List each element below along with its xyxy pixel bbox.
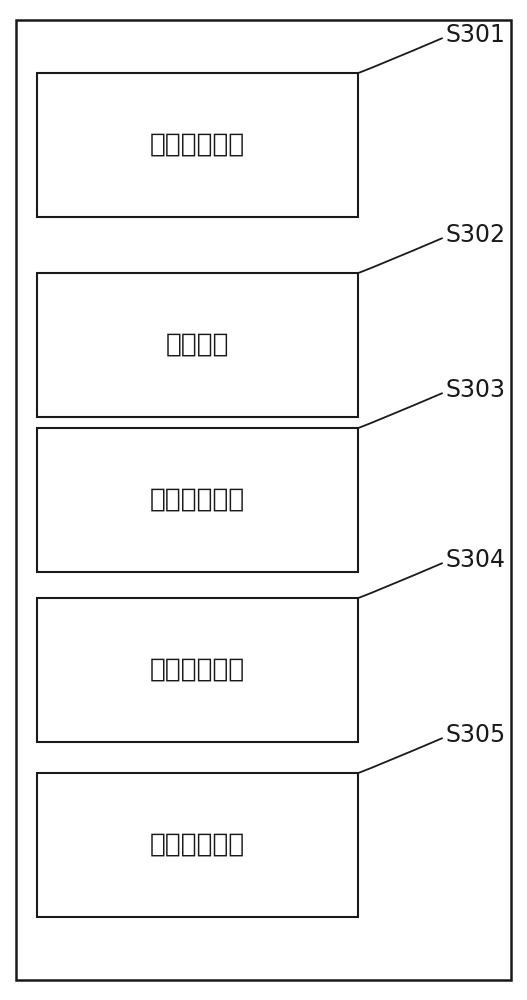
Text: S305: S305 bbox=[445, 723, 505, 747]
Text: S301: S301 bbox=[445, 23, 505, 47]
Text: S302: S302 bbox=[445, 223, 505, 247]
Text: 第一变换模块: 第一变换模块 bbox=[150, 132, 245, 158]
Bar bbox=[37, 273, 358, 417]
Bar bbox=[37, 598, 358, 742]
Text: S304: S304 bbox=[445, 548, 505, 572]
Bar bbox=[37, 73, 358, 217]
Text: S303: S303 bbox=[445, 378, 505, 402]
Bar bbox=[37, 428, 358, 572]
Text: 修正模块: 修正模块 bbox=[166, 332, 229, 358]
Bar bbox=[37, 773, 358, 917]
Text: 第二变换模块: 第二变换模块 bbox=[150, 487, 245, 513]
Text: 第一输出模块: 第一输出模块 bbox=[150, 657, 245, 683]
Text: 第一获取模块: 第一获取模块 bbox=[150, 832, 245, 858]
